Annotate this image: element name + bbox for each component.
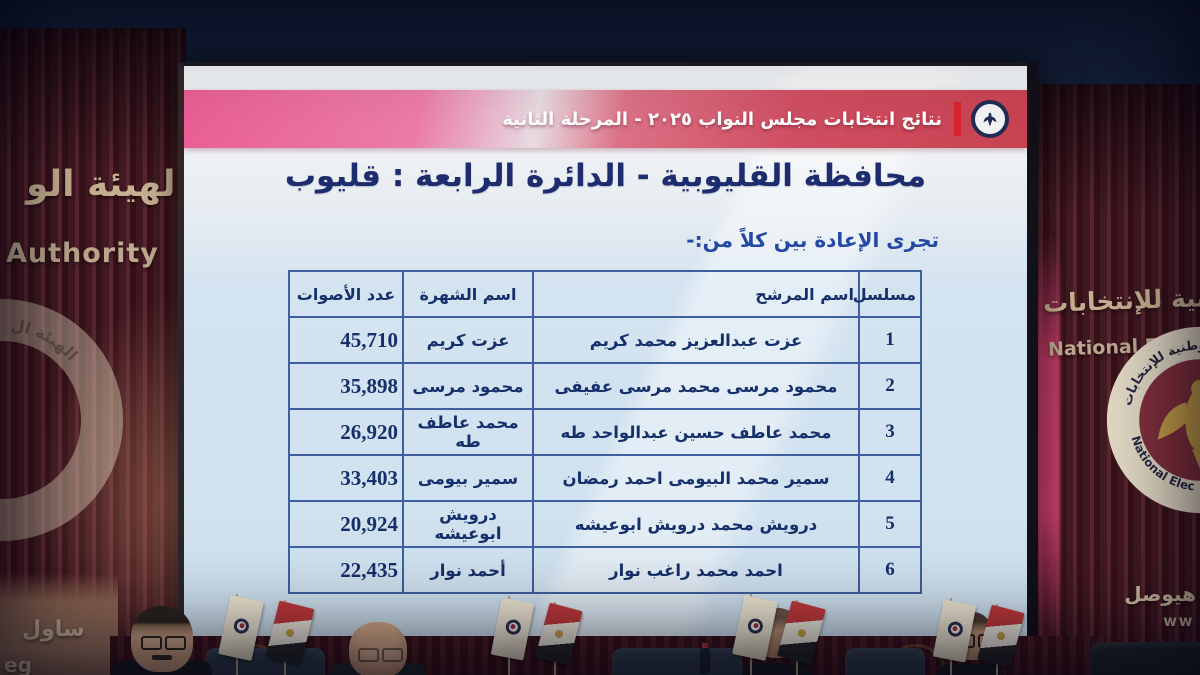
cell-candidate-name: احمد محمد راغب نوار bbox=[532, 546, 860, 594]
mustache bbox=[152, 655, 172, 660]
cell-alias: أحمد نوار bbox=[402, 546, 534, 594]
cell-votes: 33,403 bbox=[288, 454, 404, 502]
cell-votes: 35,898 bbox=[288, 362, 404, 410]
slide-banner: نتائج انتخابات مجلس النواب ٢٠٢٥ - المرحل… bbox=[184, 90, 1027, 148]
water-bottle bbox=[700, 643, 710, 674]
bottom-left-wall-panel: ساول eg bbox=[0, 573, 118, 675]
cell-candidate-name: عزت عبدالعزيز محمد كريم bbox=[532, 316, 860, 364]
bottom-left-english-text: eg bbox=[4, 653, 32, 675]
column-header-votes: عدد الأصوات bbox=[288, 270, 404, 318]
pink-light-strip bbox=[1034, 234, 1060, 664]
results-table: مسلسل اسم المرشح اسم الشهرة عدد الأصوات … bbox=[288, 270, 922, 594]
cell-serial: 5 bbox=[858, 500, 922, 548]
column-header-alias: اسم الشهرة bbox=[402, 270, 534, 318]
bottom-left-arabic-text: ساول bbox=[22, 617, 85, 642]
left-wall-arabic-text: الهيئة الو bbox=[26, 164, 188, 205]
cell-votes: 22,435 bbox=[288, 546, 404, 594]
left-wall-english-text: Authority bbox=[6, 238, 159, 269]
table-row: 1 عزت عبدالعزيز محمد كريم عزت كريم 45,71… bbox=[288, 316, 922, 364]
left-wall: الهيئة الو Authority الهيئة ال ساول eg bbox=[0, 28, 230, 675]
cell-votes: 26,920 bbox=[288, 408, 404, 456]
chair-back bbox=[1090, 642, 1200, 675]
cell-alias: عزت كريم bbox=[402, 316, 534, 364]
column-header-serial: مسلسل bbox=[853, 270, 922, 318]
table-row: 2 محمود مرسى محمد مرسى عفيفى محمود مرسى … bbox=[288, 362, 922, 410]
left-wall-ring-emblem-icon: الهيئة ال bbox=[0, 299, 123, 541]
cell-alias: محمد عاطف طه bbox=[402, 408, 534, 456]
slide-title: محافظة القليوبية - الدائرة الرابعة : قلي… bbox=[284, 158, 927, 194]
right-wall: نية للإنتخابات National Electi الهيئة ال… bbox=[1032, 84, 1200, 675]
nea-gold-eagle-emblem-icon: الهيئة الوطنية للإنتخابات National Elec bbox=[1106, 326, 1200, 514]
cell-alias: محمود مرسى bbox=[402, 362, 534, 410]
table-row: 3 محمد عاطف حسين عبدالواحد طه محمد عاطف … bbox=[288, 408, 922, 456]
cell-votes: 20,924 bbox=[288, 500, 404, 548]
cell-alias: درويش ابوعيشه bbox=[402, 500, 534, 548]
bottom-right-english-text: ww bbox=[1163, 612, 1194, 630]
cell-candidate-name: محمد عاطف حسين عبدالواحد طه bbox=[532, 408, 860, 456]
banner-accent-bar bbox=[954, 102, 961, 136]
column-header-candidate: اسم المرشح bbox=[532, 270, 860, 318]
cell-serial: 2 bbox=[858, 362, 922, 410]
slide-subtitle: تجرى الإعادة بين كلاً من:- bbox=[686, 228, 939, 252]
cell-serial: 1 bbox=[858, 316, 922, 364]
projection-screen: نتائج انتخابات مجلس النواب ٢٠٢٥ - المرحل… bbox=[178, 62, 1038, 640]
cell-votes: 45,710 bbox=[288, 316, 404, 364]
banner-title: نتائج انتخابات مجلس النواب ٢٠٢٥ - المرحل… bbox=[502, 108, 942, 130]
cell-alias: سمير بيومى bbox=[402, 454, 534, 502]
cell-candidate-name: سمير محمد البيومى احمد رمضان bbox=[532, 454, 860, 502]
nea-eagle-roundel-icon bbox=[971, 100, 1009, 138]
table-header-row: مسلسل اسم المرشح اسم الشهرة عدد الأصوات bbox=[288, 270, 922, 318]
official-person bbox=[330, 622, 426, 675]
eyeglasses-icon bbox=[141, 636, 186, 650]
right-wall-arabic-text: نية للإنتخابات bbox=[1042, 283, 1200, 318]
chair-back bbox=[612, 648, 742, 675]
cell-candidate-name: محمود مرسى محمد مرسى عفيفى bbox=[532, 362, 860, 410]
table-row: 6 احمد محمد راغب نوار أحمد نوار 22,435 bbox=[288, 546, 922, 594]
chair-back bbox=[845, 648, 925, 675]
bottom-right-arabic-text: هيوصل bbox=[1124, 582, 1196, 606]
cell-serial: 3 bbox=[858, 408, 922, 456]
cell-serial: 4 bbox=[858, 454, 922, 502]
cell-candidate-name: درويش محمد درويش ابوعيشه bbox=[532, 500, 860, 548]
table-row: 5 درويش محمد درويش ابوعيشه درويش ابوعيشه… bbox=[288, 500, 922, 548]
table-row: 4 سمير محمد البيومى احمد رمضان سمير بيوم… bbox=[288, 454, 922, 502]
official-person bbox=[112, 606, 212, 675]
cell-serial: 6 bbox=[858, 546, 922, 594]
